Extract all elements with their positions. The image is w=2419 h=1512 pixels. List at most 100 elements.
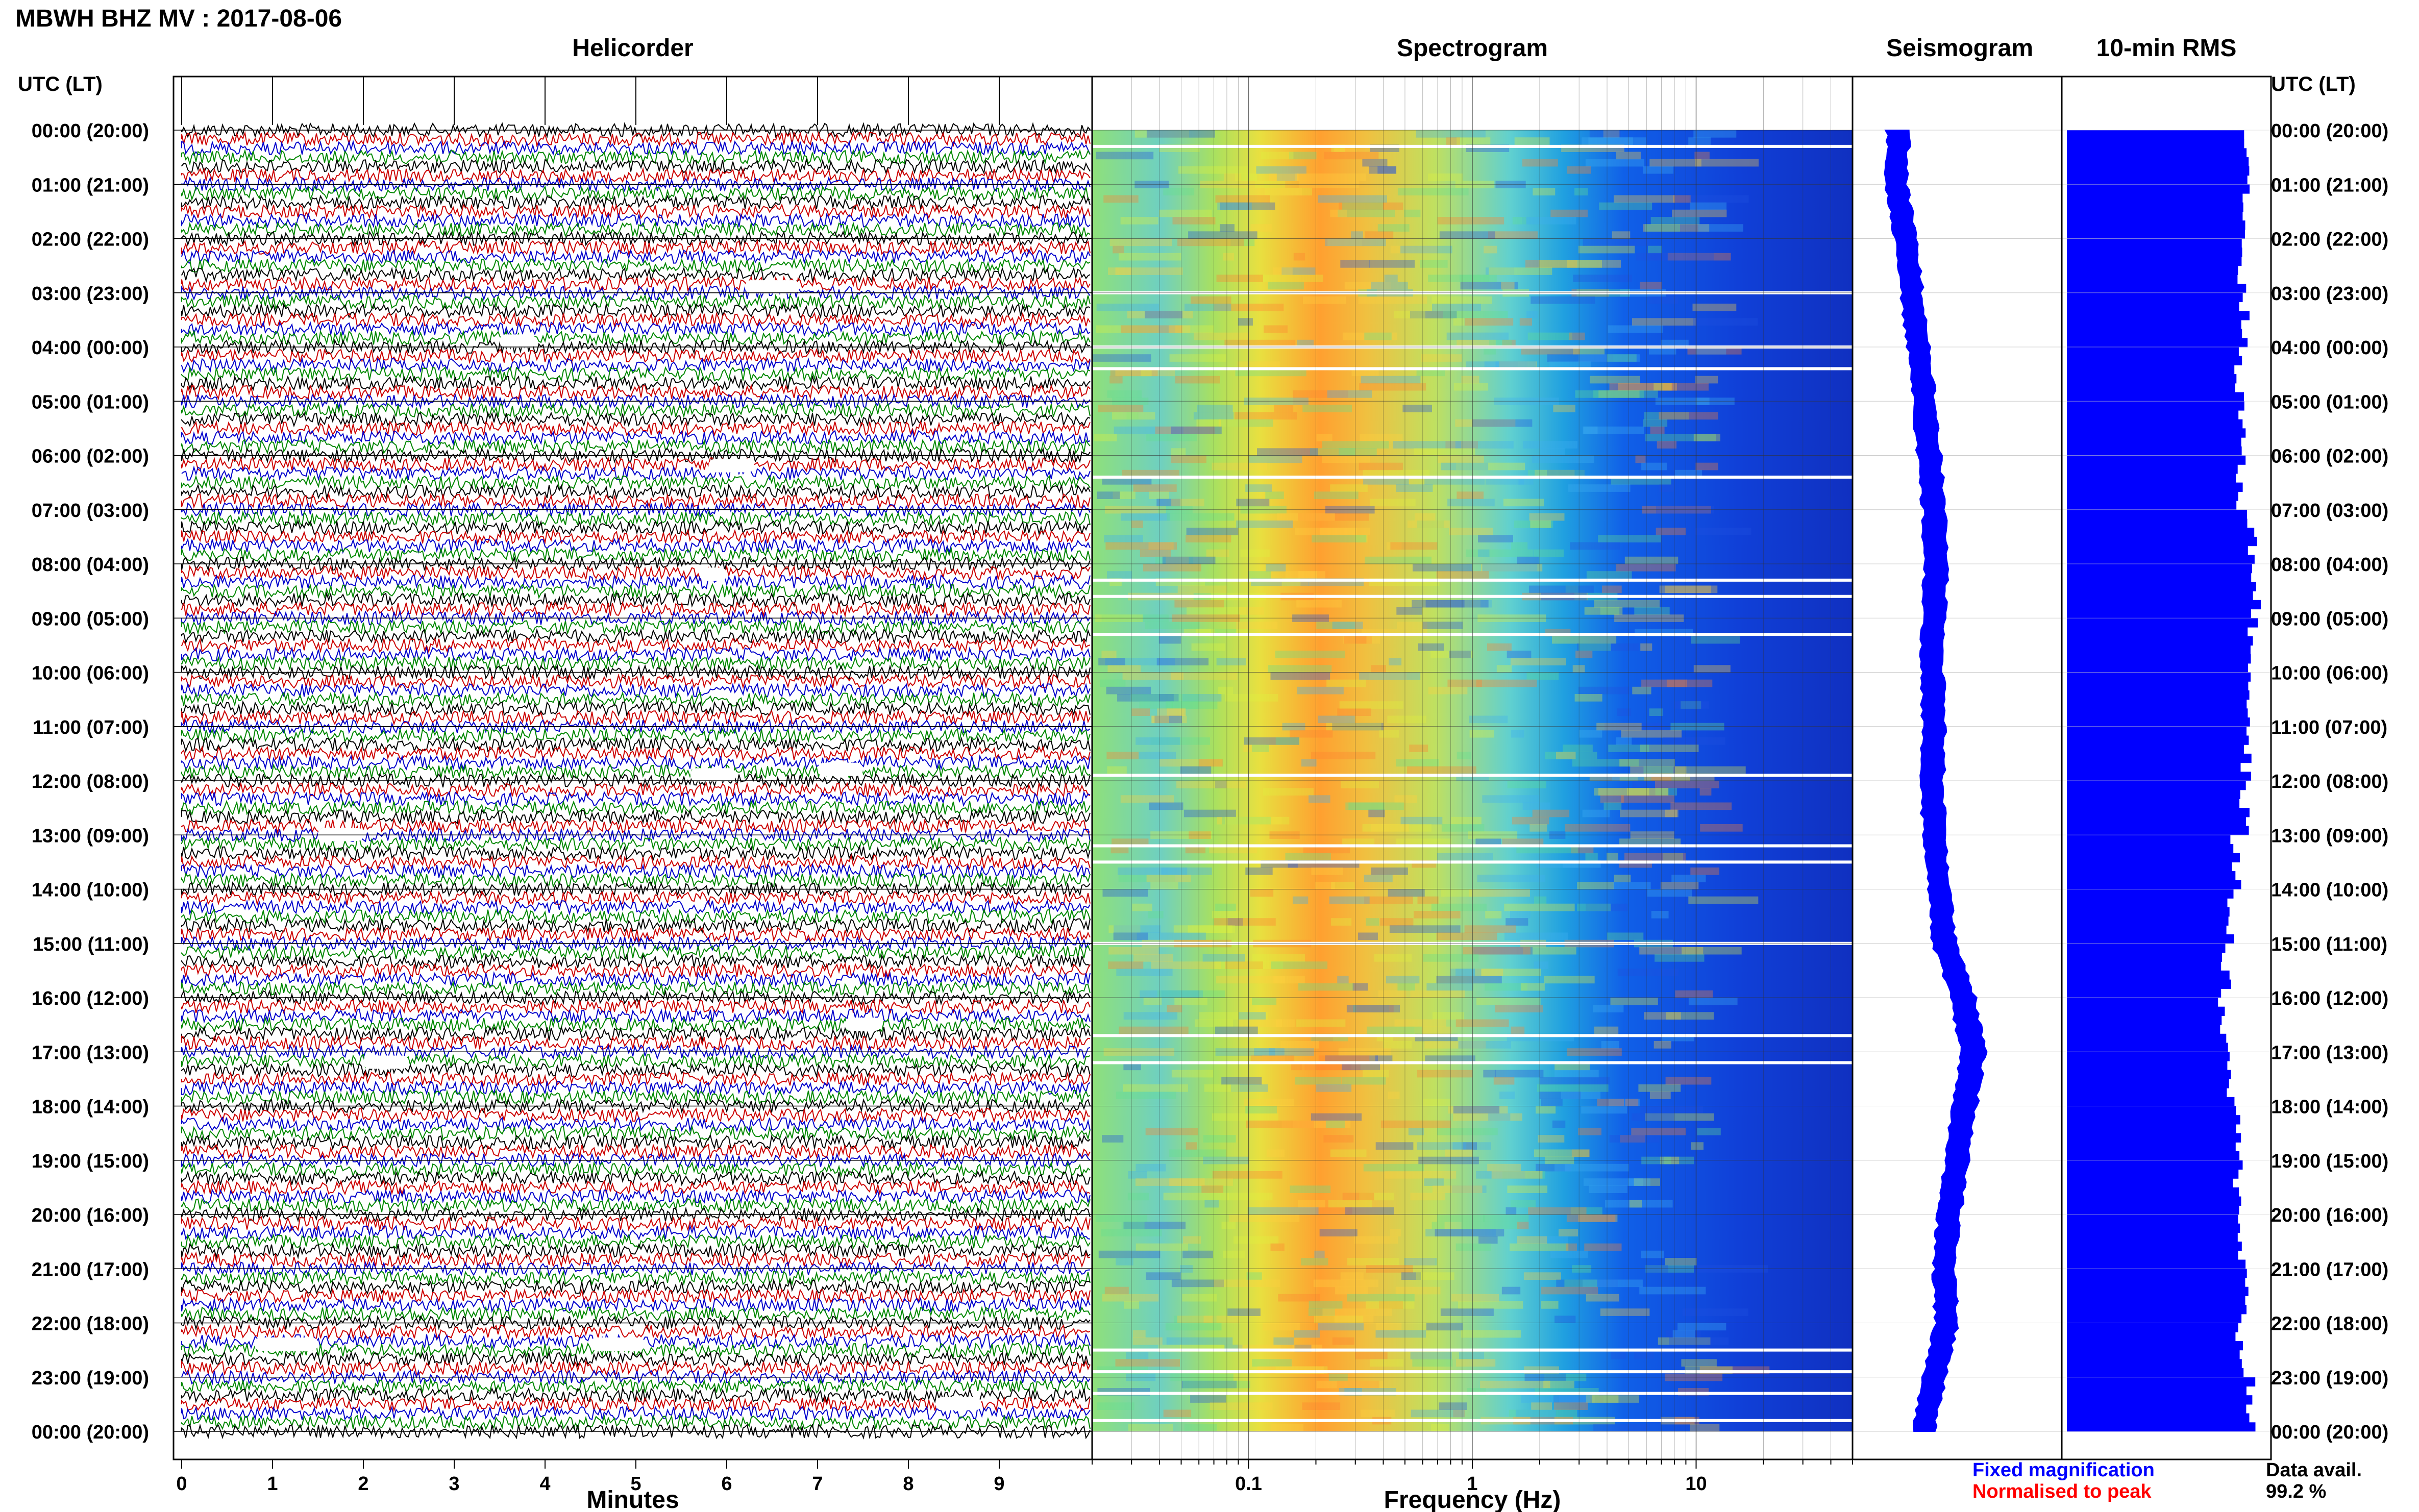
spectrogram-speckle xyxy=(1171,672,1238,680)
helicorder-trace xyxy=(181,1125,1091,1142)
spectrogram-speckle xyxy=(1183,1236,1201,1244)
time-label-right: 01:00 (21:00) xyxy=(2271,175,2388,196)
rms-bar xyxy=(2067,1214,2238,1224)
spectrogram-speckle xyxy=(1191,643,1226,651)
spectrogram-speckle xyxy=(1417,896,1439,904)
spectrogram-speckle xyxy=(1568,484,1631,492)
spectrogram-speckle xyxy=(1263,1323,1300,1331)
helicorder-trace xyxy=(181,1116,1091,1132)
spectrogram-speckle xyxy=(1675,990,1713,998)
spectrogram-speckle xyxy=(1667,253,1731,261)
spectrogram-speckle xyxy=(1150,882,1178,889)
spectrogram-speckle xyxy=(1295,1077,1342,1085)
spectrogram-speckle xyxy=(1578,1214,1618,1222)
spectrogram-speckle xyxy=(1541,1301,1559,1309)
rms-bar xyxy=(2067,745,2244,754)
spectrogram-speckle xyxy=(1410,990,1465,998)
helicorder-tick-label: 3 xyxy=(449,1473,459,1495)
spectrogram-speckle xyxy=(1108,267,1131,275)
spectrogram-speckle xyxy=(1309,795,1330,803)
spectrogram-speckle xyxy=(1371,665,1386,673)
spectrogram-speckle xyxy=(1171,499,1204,507)
spectrogram-speckle xyxy=(1627,788,1669,796)
spectrogram-speckle xyxy=(1155,426,1215,434)
time-label-left: 19:00 (15:00) xyxy=(32,1151,149,1172)
spectrogram-speckle xyxy=(1436,571,1489,579)
spectrogram-speckle xyxy=(1441,889,1472,897)
rms-bar xyxy=(2067,428,2246,438)
spectrogram-speckle xyxy=(1275,1019,1295,1027)
spectrogram-speckle xyxy=(1369,672,1407,680)
spectrogram-speckle xyxy=(1448,1106,1508,1114)
spectrogram-speckle xyxy=(1329,896,1370,904)
spectrogram-speckle xyxy=(1583,426,1644,434)
spectrogram-speckle xyxy=(1339,701,1403,709)
helicorder-trace xyxy=(181,872,1091,888)
spectrogram-speckle xyxy=(1541,1286,1598,1295)
spectrogram-speckle xyxy=(1366,1301,1415,1309)
helicorder-trace xyxy=(181,375,1091,391)
spectrogram-speckle xyxy=(1485,911,1502,919)
spectrogram-speckle xyxy=(1573,275,1632,282)
spectrogram-speckle xyxy=(1237,361,1280,369)
spectrogram-speckle xyxy=(1114,925,1161,933)
spectrogram-speckle xyxy=(1469,715,1508,724)
spectrogram-speckle xyxy=(1330,1149,1367,1157)
spectrogram-speckle xyxy=(1126,1352,1149,1359)
spectrogram-speckle xyxy=(1649,347,1676,355)
rms-bar xyxy=(2067,1413,2250,1423)
helicorder-trace xyxy=(181,411,1091,428)
time-label-right: 13:00 (09:00) xyxy=(2271,825,2388,847)
spectrogram-speckle xyxy=(1504,932,1568,940)
spectrogram-speckle xyxy=(1184,1424,1217,1432)
spectrogram-speckle xyxy=(1600,795,1624,803)
spectrogram-speckle xyxy=(1351,368,1379,377)
spectrogram-speckle xyxy=(1541,1099,1563,1106)
spectrogram-speckle xyxy=(1578,354,1640,362)
spectrogram-speckle xyxy=(1547,354,1614,362)
spectrogram-speckle xyxy=(1397,622,1427,629)
spectrogram-speckle xyxy=(1325,1120,1345,1128)
spectrogram-speckle xyxy=(1364,875,1393,882)
spectrogram-speckle xyxy=(1244,737,1299,745)
helicorder-trace xyxy=(181,899,1091,916)
spectrogram-speckle xyxy=(1177,585,1227,593)
spectrogram-speckle xyxy=(1145,1128,1198,1135)
spectrogram-speckle xyxy=(1276,173,1297,181)
spectrogram-speckle xyxy=(1389,658,1402,665)
spectrogram-speckle xyxy=(1396,484,1433,492)
spectrogram-speckle xyxy=(1171,1070,1214,1078)
helicorder-trace xyxy=(181,808,1091,826)
spectrogram-speckle xyxy=(1687,347,1742,355)
time-label-left: 10:00 (06:00) xyxy=(32,663,149,684)
time-label-left: 07:00 (03:00) xyxy=(32,500,149,522)
spectrogram-speckle xyxy=(1173,925,1235,933)
spectrogram-speckle xyxy=(1695,347,1726,355)
spectrogram-speckle xyxy=(1510,1200,1536,1208)
spectrogram-speckle xyxy=(1611,477,1671,485)
spectrogram-speckle xyxy=(1630,766,1687,774)
helicorder-trace xyxy=(181,384,1091,401)
spectrogram-speckle xyxy=(1565,1163,1629,1172)
spectrogram-speckle xyxy=(1428,686,1468,695)
spectrogram-speckle xyxy=(1412,1359,1453,1367)
spectrogram-speckle xyxy=(1410,1352,1452,1359)
spectrogram-speckle xyxy=(1594,600,1660,608)
spectrogram-speckle xyxy=(1171,701,1199,709)
spectrogram-speckle xyxy=(1298,571,1325,579)
helicorder-trace xyxy=(181,528,1091,546)
spectrogram-speckle xyxy=(1347,1258,1399,1266)
helicorder-tick-label: 1 xyxy=(267,1473,278,1495)
spectrogram-speckle xyxy=(1428,275,1497,282)
spectrogram-speckle xyxy=(1512,816,1549,825)
spectrogram-speckle xyxy=(1215,903,1236,911)
spectrogram-speckle xyxy=(1230,1084,1268,1092)
spectrogram-speckle xyxy=(1388,1092,1400,1099)
spectrogram-speckle xyxy=(1501,282,1515,290)
spectrogram-speckle xyxy=(1578,686,1630,695)
spectrogram-speckle xyxy=(1477,875,1545,882)
spectrogram-speckle xyxy=(1107,665,1141,673)
spectrogram-speckle xyxy=(1120,217,1158,225)
rms-bar xyxy=(2067,392,2244,402)
spectrogram-speckle xyxy=(1174,1316,1217,1323)
